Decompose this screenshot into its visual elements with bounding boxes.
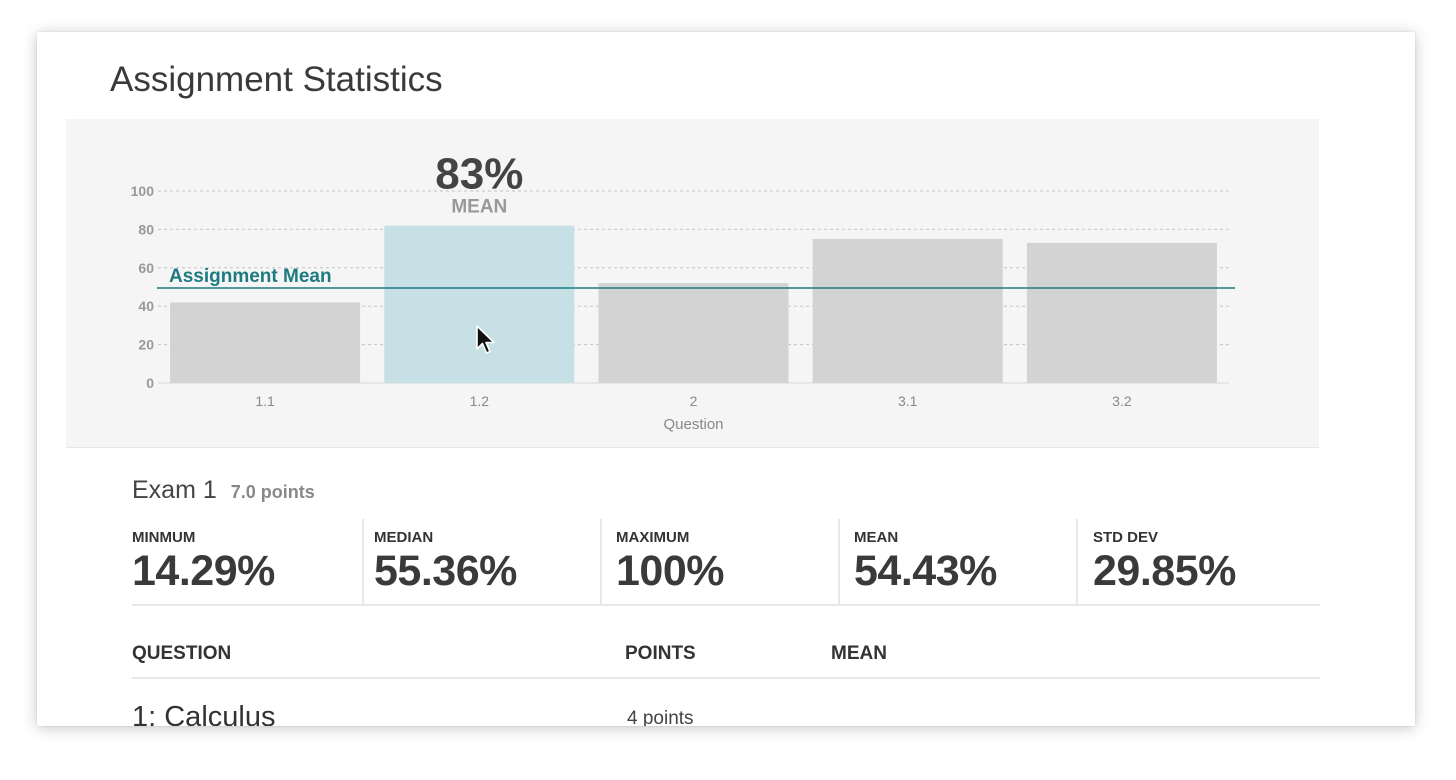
bar-2[interactable] bbox=[598, 283, 789, 383]
x-tick-label: 1.1 bbox=[255, 393, 275, 409]
y-tick-label: 60 bbox=[138, 260, 154, 276]
stat-maximum: MAXIMUM 100% bbox=[600, 519, 838, 604]
exam-name: Exam 1 bbox=[132, 476, 217, 504]
stat-label: MINMUM bbox=[132, 529, 196, 546]
x-tick-label: 1.2 bbox=[470, 393, 490, 409]
mouse-pointer-icon bbox=[475, 324, 497, 361]
stat-std-dev: STD DEV 29.85% bbox=[1076, 519, 1320, 604]
question-table-header: QUESTION POINTS MEAN bbox=[132, 640, 1320, 679]
exam-heading: Exam 1 7.0 points bbox=[132, 476, 315, 505]
bar-1.1[interactable] bbox=[170, 302, 361, 383]
stat-label: STD DEV bbox=[1093, 529, 1159, 546]
column-header-question: QUESTION bbox=[132, 643, 232, 664]
column-header-points: POINTS bbox=[625, 643, 696, 664]
stat-median: MEDIAN 55.36% bbox=[362, 519, 600, 604]
stat-mean: MEAN 54.43% bbox=[838, 519, 1076, 604]
page-title: Assignment Statistics bbox=[110, 60, 443, 99]
x-axis-title: Question bbox=[663, 416, 723, 433]
x-tick-label: 3.2 bbox=[1112, 393, 1132, 409]
x-tick-label: 3.1 bbox=[898, 393, 918, 409]
stat-value: 54.43% bbox=[854, 547, 997, 595]
y-tick-label: 100 bbox=[131, 183, 155, 199]
stat-label: MEAN bbox=[854, 529, 899, 546]
y-tick-label: 0 bbox=[146, 375, 154, 391]
stat-value: 29.85% bbox=[1093, 547, 1236, 595]
stat-label: MEDIAN bbox=[374, 529, 434, 546]
question-bar-chart: 0 20 40 60 80 100 1.1 1.2 83%MEAN 2 3.1 3.2 Assignme… bbox=[131, 150, 1235, 433]
highlight-value: 83% bbox=[435, 150, 523, 199]
highlight-caption: MEAN bbox=[451, 197, 507, 218]
exam-stats-row: MINMUM 14.29% MEDIAN 55.36% MAXIMUM 100%… bbox=[132, 519, 1320, 606]
stat-value: 55.36% bbox=[374, 547, 517, 595]
assignment-statistics-card: Assignment Statistics 0 20 40 60 80 100 1.1 1.2… bbox=[37, 32, 1415, 726]
x-tick-label: 2 bbox=[690, 393, 698, 409]
y-tick-label: 20 bbox=[138, 337, 154, 353]
stat-minimum: MINMUM 14.29% bbox=[132, 519, 362, 604]
y-tick-label: 80 bbox=[138, 221, 154, 237]
stat-value: 100% bbox=[616, 547, 724, 595]
question-row-name[interactable]: 1: Calculus bbox=[132, 701, 276, 726]
stat-value: 14.29% bbox=[132, 547, 275, 595]
exam-total-points: 7.0 points bbox=[230, 482, 315, 502]
column-header-mean: MEAN bbox=[831, 643, 887, 664]
y-tick-label: 40 bbox=[138, 298, 154, 314]
question-chart-panel: 0 20 40 60 80 100 1.1 1.2 83% MEAN 2 3.1 3.2 Assignme… bbox=[66, 119, 1319, 448]
question-row-points: 4 points bbox=[627, 708, 694, 726]
bar-1.2[interactable] bbox=[384, 225, 575, 383]
assignment-mean-label: Assignment Mean bbox=[169, 266, 332, 287]
stat-label: MAXIMUM bbox=[616, 529, 690, 546]
bar-3.1[interactable] bbox=[812, 239, 1003, 383]
bar-3.2[interactable] bbox=[1026, 242, 1217, 383]
